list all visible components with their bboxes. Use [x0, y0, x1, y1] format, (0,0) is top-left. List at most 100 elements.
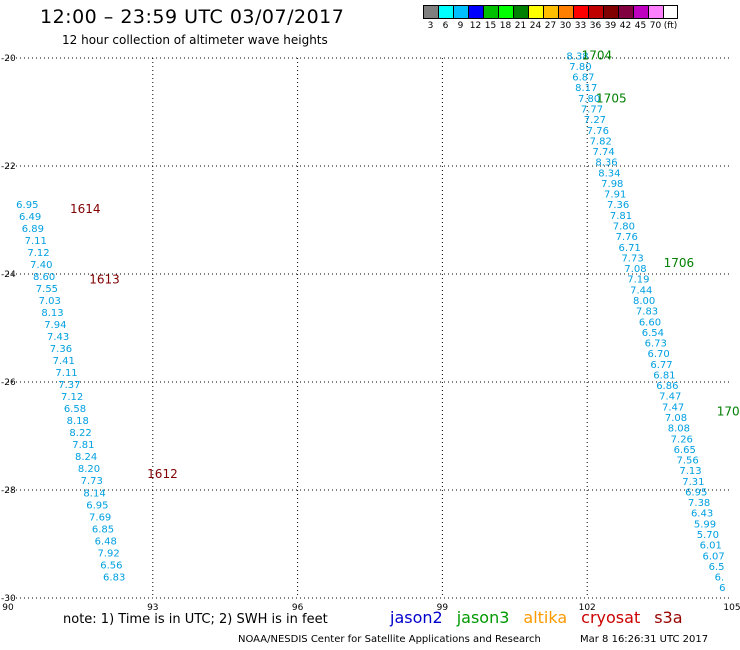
pass-time-label: 1706 [664, 256, 695, 270]
wave-height-value: 7.94 [44, 320, 66, 331]
scale-swatch [423, 5, 438, 19]
credit-line: NOAA/NESDIS Center for Satellite Applica… [238, 634, 541, 645]
scale-label: 36 [589, 21, 602, 31]
generation-timestamp: Mar 8 16:26:31 UTC 2017 [580, 634, 709, 645]
wave-height-value: 6.01 [700, 541, 722, 552]
scale-swatch [648, 5, 663, 19]
wave-height-value: 6.58 [64, 404, 86, 415]
scale-label: 3 [427, 21, 434, 31]
wave-height-value: 7.74 [592, 147, 614, 158]
pass-time-label: 1613 [89, 272, 120, 286]
wave-height-value: 7.81 [72, 440, 94, 451]
scale-label: 33 [574, 21, 587, 31]
wave-height-value: 6.95 [16, 200, 38, 211]
wave-height-value: 6.86 [656, 381, 678, 392]
scale-swatch [498, 5, 513, 19]
scale-swatch [558, 5, 573, 19]
wave-height-value: 7.13 [679, 466, 701, 477]
chart-title: 12:00 – 23:59 UTC 03/07/2017 [40, 6, 345, 28]
wave-height-value: 7.12 [27, 248, 49, 259]
wave-height-value: 6.73 [645, 339, 667, 350]
pass-time-label: 1612 [147, 467, 178, 481]
wave-height-value: 7.31 [682, 477, 704, 488]
satellite-legend-jason2: jason2 [390, 608, 443, 627]
scale-swatch [633, 5, 648, 19]
wave-height-value: 7.38 [688, 498, 710, 509]
wave-height-value: 6.89 [22, 224, 44, 235]
wave-height-value: 7.11 [25, 236, 47, 247]
wave-height-value: 6.65 [674, 445, 696, 456]
scale-swatch [453, 5, 468, 19]
wave-height-value: 7.81 [610, 211, 632, 222]
wave-height-value: 6.95 [685, 487, 707, 498]
wave-height-value: 8.20 [78, 464, 100, 475]
scale-label: 15 [484, 21, 497, 31]
wave-height-value: 8.60 [33, 272, 55, 283]
wave-height-value: 7.47 [662, 402, 684, 413]
scale-label: 18 [499, 21, 512, 31]
wave-height-value: 6.54 [642, 328, 664, 339]
wave-height-value: 7.12 [61, 392, 83, 403]
scale-label: 6 [442, 21, 449, 31]
y-tick-label: -20 [1, 54, 16, 64]
scale-label: 9 [457, 21, 464, 31]
wave-height-value: 8.24 [75, 452, 97, 463]
satellite-legend: jason2 jason3 altika cryosat s3a [390, 608, 697, 627]
chart-subtitle: 12 hour collection of altimeter wave hei… [62, 33, 328, 47]
scale-swatch [438, 5, 453, 19]
wave-height-value: 7.92 [97, 548, 119, 559]
x-tick-label: 93 [147, 603, 158, 613]
wave-height-value: 7.91 [604, 190, 626, 201]
wave-height-value: 8.08 [668, 424, 690, 435]
footnote: note: 1) Time is in UTC; 2) SWH is in fe… [63, 612, 328, 627]
scale-swatch [588, 5, 603, 19]
wave-height-value: 7.36 [607, 200, 629, 211]
pass-time-label: 1705 [596, 92, 627, 106]
x-tick-label: 102 [579, 603, 596, 613]
wave-height-value: 7.08 [624, 264, 646, 275]
wave-height-value: 6.83 [103, 572, 125, 583]
scale-label: 21 [514, 21, 527, 31]
y-tick-label: -24 [1, 270, 16, 280]
wave-height-value: 6.81 [653, 370, 675, 381]
wave-height-value: 8.36 [595, 158, 617, 169]
scale-swatch [573, 5, 588, 19]
wave-height-value: 7.36 [50, 344, 72, 355]
wave-height-value: 5.70 [697, 530, 719, 541]
scale-label: 45 [634, 21, 647, 31]
wave-height-value: 6.77 [650, 360, 672, 371]
scale-swatch [543, 5, 558, 19]
scale-label: 12 [469, 21, 482, 31]
wave-height-value: 7.26 [671, 434, 693, 445]
wave-height-value: 8.18 [67, 416, 89, 427]
y-tick-label: -26 [1, 378, 16, 388]
wave-height-value: 8.00 [633, 296, 655, 307]
wave-height-value: 7.55 [36, 284, 58, 295]
wave-height-value: 7.73 [81, 476, 103, 487]
y-tick-label: -22 [1, 162, 16, 172]
wave-height-value: 7.43 [47, 332, 69, 343]
scale-swatch [483, 5, 498, 19]
wave-height-value: 6.43 [691, 509, 713, 520]
satellite-legend-jason3: jason3 [456, 608, 510, 627]
wave-height-value: 7.76 [616, 232, 638, 243]
x-tick-label: 105 [723, 603, 740, 613]
scale-label: 30 [559, 21, 572, 31]
wave-height-value: 6.5 [709, 562, 725, 573]
wave-height-value: 6.70 [648, 349, 670, 360]
wave-height-value: 6.60 [639, 317, 661, 328]
wave-height-value: 7.76 [587, 126, 609, 137]
scale-swatch [528, 5, 543, 19]
wave-height-value: 7.44 [630, 285, 652, 296]
pass-time-label: 1614 [70, 202, 101, 216]
wave-height-value: 8.14 [83, 488, 105, 499]
x-tick-label: 90 [2, 603, 14, 613]
wave-height-value: 7.80 [569, 62, 591, 73]
scale-label: 24 [529, 21, 542, 31]
wave-height-value: 7.47 [659, 392, 681, 403]
wave-height-value: 7.77 [581, 104, 603, 115]
scale-swatch [663, 5, 678, 19]
wave-height-value: 8.38 [566, 51, 588, 62]
wave-height-value: 6.56 [100, 560, 122, 571]
wave-height-value: 7.08 [665, 413, 687, 424]
